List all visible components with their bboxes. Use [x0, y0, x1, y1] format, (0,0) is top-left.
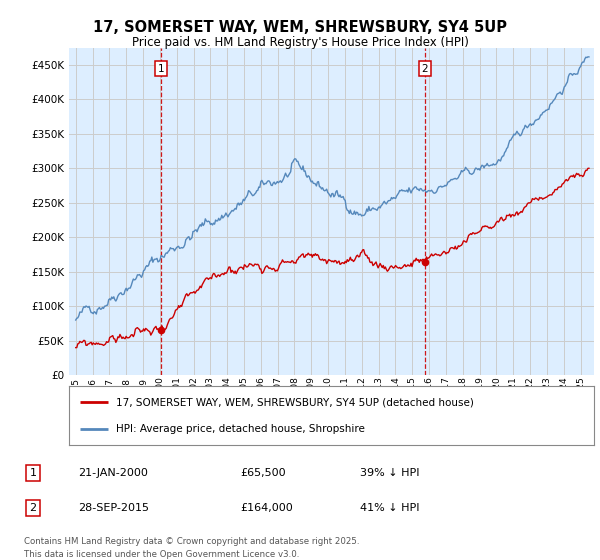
Text: 21-JAN-2000: 21-JAN-2000: [78, 468, 148, 478]
Text: 2: 2: [29, 503, 37, 514]
Text: 41% ↓ HPI: 41% ↓ HPI: [360, 503, 419, 514]
Text: This data is licensed under the Open Government Licence v3.0.: This data is licensed under the Open Gov…: [24, 550, 299, 559]
Text: £65,500: £65,500: [240, 468, 286, 478]
Text: 1: 1: [158, 64, 164, 74]
Text: 28-SEP-2015: 28-SEP-2015: [78, 503, 149, 514]
Text: HPI: Average price, detached house, Shropshire: HPI: Average price, detached house, Shro…: [116, 424, 365, 435]
Text: 17, SOMERSET WAY, WEM, SHREWSBURY, SY4 5UP (detached house): 17, SOMERSET WAY, WEM, SHREWSBURY, SY4 5…: [116, 397, 474, 407]
Text: Contains HM Land Registry data © Crown copyright and database right 2025.: Contains HM Land Registry data © Crown c…: [24, 537, 359, 546]
Text: 1: 1: [29, 468, 37, 478]
Text: £164,000: £164,000: [240, 503, 293, 514]
Text: 17, SOMERSET WAY, WEM, SHREWSBURY, SY4 5UP: 17, SOMERSET WAY, WEM, SHREWSBURY, SY4 5…: [93, 20, 507, 35]
Text: Price paid vs. HM Land Registry's House Price Index (HPI): Price paid vs. HM Land Registry's House …: [131, 36, 469, 49]
Text: 39% ↓ HPI: 39% ↓ HPI: [360, 468, 419, 478]
Text: 2: 2: [422, 64, 428, 74]
